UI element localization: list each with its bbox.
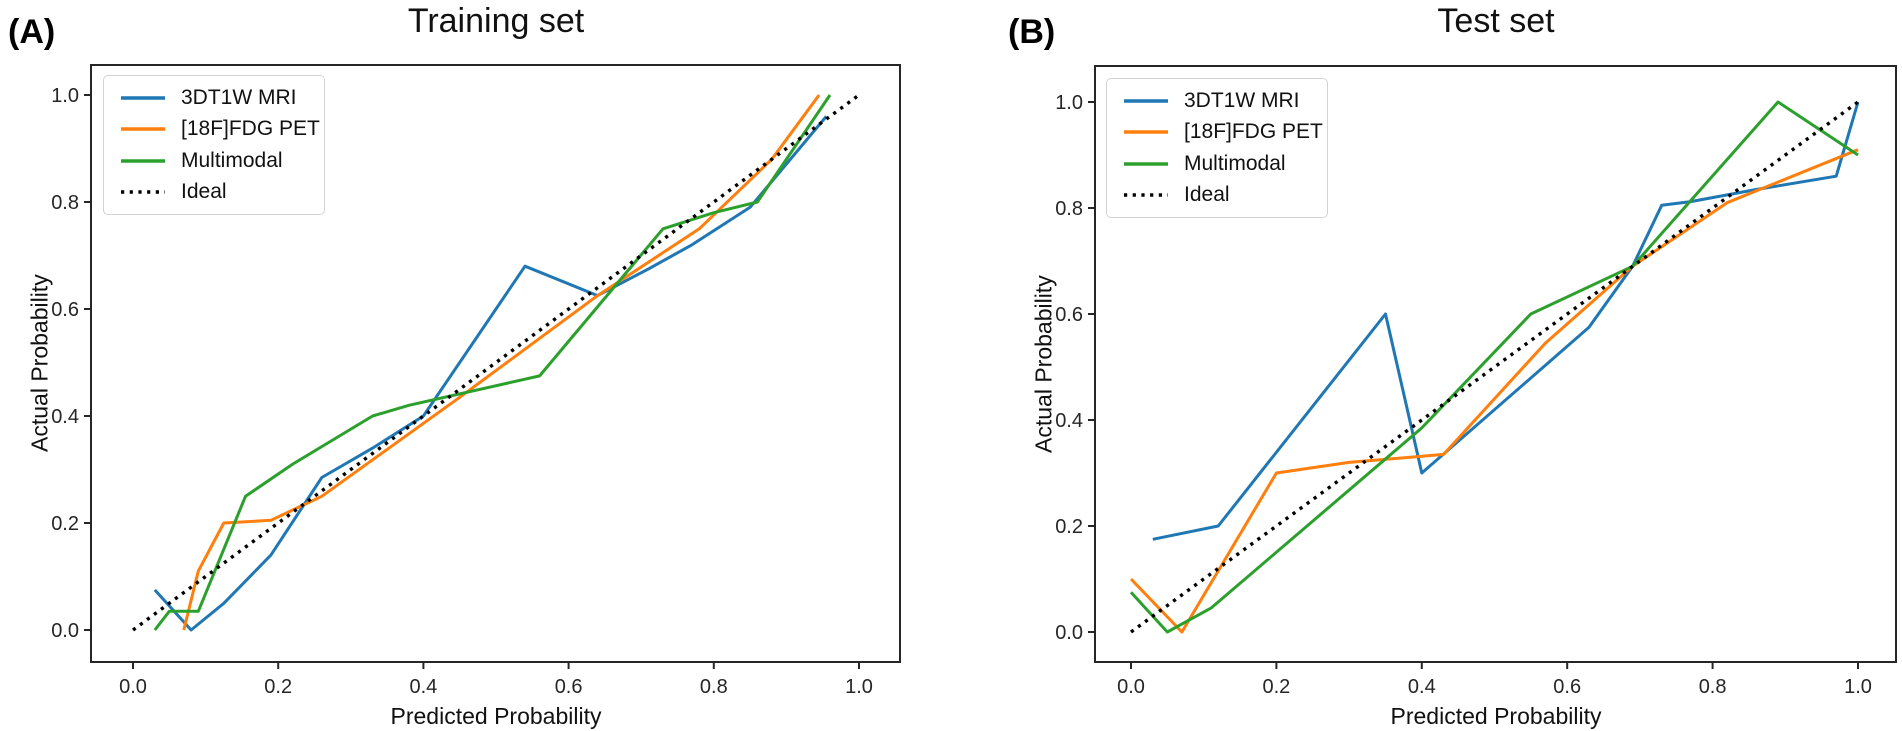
- mri-line-icon: [1124, 99, 1168, 103]
- legend-label: [18F]FDG PET: [181, 117, 320, 141]
- legend-item-pet: [18F]FDG PET: [1123, 117, 1327, 149]
- series-line-multimodal: [153, 94, 832, 631]
- x-tick-label: 0.4: [409, 676, 437, 698]
- legend-label: Ideal: [1184, 183, 1230, 207]
- series-line--18f-fdg-pet: [1129, 148, 1859, 634]
- legend-item-ideal: Ideal: [1123, 180, 1327, 212]
- legend-label: [18F]FDG PET: [1184, 120, 1323, 144]
- y-tick-label: 0.2: [51, 513, 79, 535]
- series-line-ideal: [131, 93, 861, 632]
- legend-label: Multimodal: [1184, 151, 1286, 175]
- legend-item-multimodal: Multimodal: [120, 145, 324, 177]
- y-tick-label: 1.0: [51, 85, 79, 107]
- series-line--18f-fdg-pet: [182, 94, 821, 631]
- legend-label: Multimodal: [181, 148, 283, 172]
- legend-item-pet: [18F]FDG PET: [120, 114, 324, 146]
- x-tick-label: 0.8: [700, 676, 728, 698]
- y-tick-label: 0.6: [51, 299, 79, 321]
- y-tick-label: 0.8: [1055, 198, 1083, 220]
- x-tick-label: 1.0: [845, 676, 873, 698]
- legend-item-mri: 3DT1W MRI: [120, 82, 324, 114]
- legend-label: 3DT1W MRI: [1184, 88, 1300, 112]
- y-tick-label: 0.8: [51, 192, 79, 214]
- y-tick-label: 0.4: [1055, 410, 1083, 432]
- x-tick-label: 1.0: [1844, 676, 1872, 698]
- multimodal-line-icon: [1124, 162, 1168, 166]
- test-legend: 3DT1W MRI [18F]FDG PET Multimodal Ideal: [1106, 78, 1328, 218]
- x-tick-label: 0.6: [1553, 676, 1581, 698]
- y-tick-label: 0.0: [51, 620, 79, 642]
- training-set-title: Training set: [407, 2, 585, 40]
- training-set-axes: 0.0 0.2 0.4 0.6 0.8 1.0 0.0 0.2 0.4 0.6 0.8 1.0: [51, 64, 901, 698]
- legend-item-multimodal: Multimodal: [1123, 148, 1327, 180]
- legend-item-mri: 3DT1W MRI: [1123, 85, 1327, 117]
- legend-item-ideal: Ideal: [120, 177, 324, 209]
- y-tick-label: 0.2: [1055, 516, 1083, 538]
- y-tick-label: 0.0: [1055, 622, 1083, 644]
- test-set-axes: 0.0 0.2 0.4 0.6 0.8 1.0 0.0 0.2 0.4 0.6 0.8 1.0: [1055, 65, 1897, 698]
- panel-letter-a: (A): [8, 13, 56, 51]
- mri-line-icon: [121, 96, 165, 100]
- x-tick-label: 0.2: [1262, 676, 1290, 698]
- x-tick-label: 0.2: [264, 676, 292, 698]
- series-line-3dt1w-mri: [153, 115, 828, 632]
- x-tick-label: 0.4: [1408, 676, 1436, 698]
- test-y-axis-label: Actual Probability: [1030, 275, 1057, 453]
- training-x-axis-label: Predicted Probability: [390, 703, 602, 729]
- pet-line-icon: [1124, 130, 1168, 134]
- x-tick-label: 0.0: [119, 676, 147, 698]
- axes-frame: [1094, 65, 1897, 663]
- y-tick-label: 0.4: [51, 406, 79, 428]
- series-line-multimodal: [1129, 100, 1859, 634]
- series-line-ideal: [1129, 100, 1860, 634]
- y-tick-label: 0.6: [1055, 304, 1083, 326]
- test-x-axis-label: Predicted Probability: [1390, 703, 1602, 729]
- training-y-axis-label: Actual Probability: [26, 274, 53, 453]
- legend-label: Ideal: [181, 180, 227, 204]
- x-tick-label: 0.0: [1117, 676, 1145, 698]
- y-tick-label: 1.0: [1055, 92, 1083, 114]
- x-tick-label: 0.8: [1699, 676, 1727, 698]
- panel-letter-b: (B): [1008, 13, 1056, 51]
- ideal-dotted-line-icon: [121, 190, 165, 194]
- axes-frame: [90, 64, 901, 663]
- pet-line-icon: [121, 127, 165, 131]
- legend-label: 3DT1W MRI: [181, 85, 297, 109]
- x-tick-label: 0.6: [555, 676, 583, 698]
- training-legend: 3DT1W MRI [18F]FDG PET Multimodal Ideal: [103, 75, 325, 215]
- test-set-title: Test set: [1437, 2, 1555, 40]
- multimodal-line-icon: [121, 159, 165, 163]
- ideal-dotted-line-icon: [1124, 193, 1168, 197]
